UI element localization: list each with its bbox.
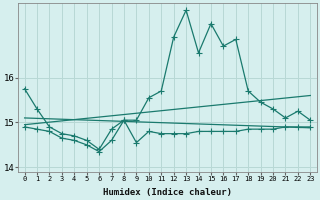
X-axis label: Humidex (Indice chaleur): Humidex (Indice chaleur) bbox=[103, 188, 232, 197]
